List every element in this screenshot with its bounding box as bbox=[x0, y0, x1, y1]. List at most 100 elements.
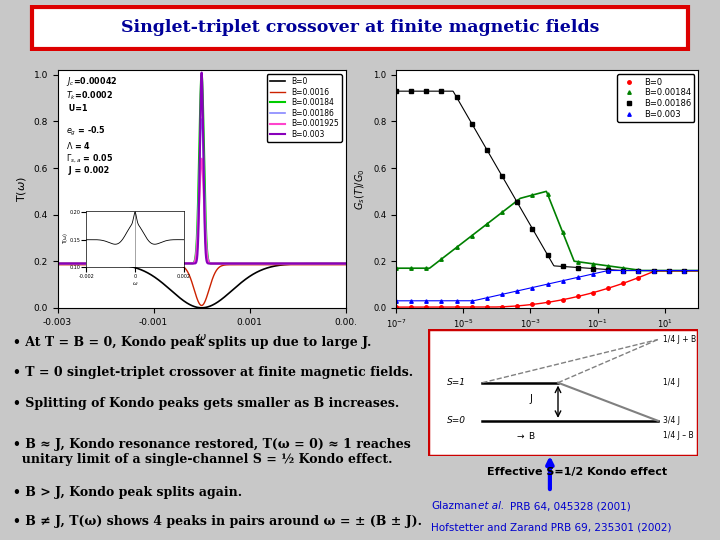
Text: Singlet-triplet crossover at finite magnetic fields: Singlet-triplet crossover at finite magn… bbox=[121, 19, 599, 36]
Text: J: J bbox=[530, 394, 532, 404]
B=0.0016 bbox=[176, 262, 185, 269]
B=0.00184 bbox=[558, 229, 567, 235]
B=0.00184 bbox=[498, 209, 506, 215]
B=0.00186 bbox=[619, 267, 628, 274]
B=0.003 bbox=[649, 267, 658, 274]
B=0 bbox=[604, 285, 613, 292]
B=0.0016 bbox=[333, 261, 341, 268]
B=0 bbox=[422, 304, 431, 310]
B=0.001925 bbox=[190, 259, 199, 266]
Y-axis label: $G_s(T)/G_0$: $G_s(T)/G_0$ bbox=[354, 168, 367, 210]
B=0.00184 bbox=[467, 233, 476, 239]
B=0.00184 bbox=[341, 260, 350, 267]
B=0.00186 bbox=[392, 88, 400, 94]
B=0.00184 bbox=[333, 260, 341, 267]
Text: $J_c$=0.00042
$T_k$=0.0002
 U=1

$e_g$ = -0.5
$\Lambda$ = 4
$\Gamma_{s,a}$ = 0.0: $J_c$=0.00042 $T_k$=0.0002 U=1 $e_g$ = -… bbox=[66, 75, 117, 175]
B=0.003 bbox=[53, 260, 62, 267]
B=0.003 bbox=[513, 288, 521, 294]
Line: B=0.00186: B=0.00186 bbox=[58, 119, 346, 264]
B=0.003 bbox=[498, 291, 506, 298]
B=0.00184 bbox=[452, 244, 461, 251]
FancyBboxPatch shape bbox=[428, 329, 698, 456]
Text: S=0: S=0 bbox=[447, 416, 467, 426]
B=0.00184 bbox=[589, 261, 598, 267]
B=0 bbox=[174, 294, 183, 300]
B=0.001925 bbox=[318, 260, 327, 267]
B=0.00186 bbox=[190, 259, 199, 265]
B=0.00184 bbox=[665, 267, 673, 274]
B=0.001925 bbox=[53, 260, 62, 267]
B=0.00186 bbox=[543, 252, 552, 258]
B=0.00184 bbox=[680, 267, 688, 274]
B=0.003 bbox=[665, 267, 673, 274]
X-axis label: T: T bbox=[544, 335, 551, 346]
B=0.00186 bbox=[437, 88, 446, 94]
B=0 bbox=[558, 296, 567, 303]
B=0.00184 bbox=[543, 191, 552, 197]
B=0.00184 bbox=[53, 260, 62, 267]
B=0 bbox=[176, 295, 185, 302]
B=0 bbox=[53, 260, 62, 267]
B=0.00184 bbox=[197, 72, 206, 78]
B=0 bbox=[574, 293, 582, 300]
B=0 bbox=[467, 304, 476, 310]
B=0.00186 bbox=[482, 146, 491, 153]
B=0 bbox=[318, 260, 327, 267]
Text: 1/4 J + B: 1/4 J + B bbox=[663, 335, 696, 344]
B=0.00186 bbox=[318, 260, 327, 267]
B=0.00186 bbox=[589, 265, 598, 272]
B=0.00186 bbox=[176, 260, 185, 267]
B=0.0016 bbox=[197, 302, 206, 309]
B=0.003 bbox=[437, 298, 446, 304]
Text: $\rightarrow$ B: $\rightarrow$ B bbox=[515, 430, 536, 442]
Text: 1/4 J: 1/4 J bbox=[663, 378, 680, 387]
B=0.0016 bbox=[318, 261, 327, 268]
B=0.003 bbox=[634, 267, 643, 274]
B=0.00186 bbox=[665, 267, 673, 274]
B=0.003 bbox=[407, 298, 415, 304]
B=0.003 bbox=[174, 260, 183, 267]
B=0 bbox=[543, 299, 552, 306]
Text: • B ≠ J, T(ω) shows 4 peaks in pairs around ω = ± (B ± J).: • B ≠ J, T(ω) shows 4 peaks in pairs aro… bbox=[14, 515, 423, 528]
B=0 bbox=[333, 260, 341, 267]
B=0 bbox=[680, 268, 688, 274]
B=0.00184 bbox=[482, 221, 491, 227]
FancyBboxPatch shape bbox=[32, 7, 688, 50]
B=0.001925 bbox=[176, 260, 185, 267]
B=0.003 bbox=[680, 267, 688, 274]
Line: B=0: B=0 bbox=[395, 269, 685, 309]
B=0.00186 bbox=[513, 199, 521, 206]
B=0.003 bbox=[341, 260, 350, 267]
B=0.00186 bbox=[498, 173, 506, 179]
B=0 bbox=[649, 268, 658, 275]
B=0.00186 bbox=[53, 260, 62, 267]
B=0.00184 bbox=[528, 192, 536, 198]
Line: B=0.00186: B=0.00186 bbox=[395, 90, 685, 272]
B=0.003 bbox=[558, 278, 567, 284]
B=0.003 bbox=[467, 298, 476, 304]
B=0.00184 bbox=[619, 265, 628, 271]
B=0.00184 bbox=[176, 260, 185, 267]
Line: B=0.003: B=0.003 bbox=[58, 72, 346, 264]
B=0 bbox=[589, 289, 598, 296]
Text: 3/4 J: 3/4 J bbox=[663, 416, 680, 426]
Legend: B=0, B=0.00184, B=0.00186, B=0.003: B=0, B=0.00184, B=0.00186, B=0.003 bbox=[617, 75, 694, 122]
B=0.00186 bbox=[528, 225, 536, 232]
B=0.0016 bbox=[53, 261, 62, 268]
Text: • B ≈ J, Kondo resonance restored, T(ω = 0) ≈ 1 reaches
  unitary limit of a sin: • B ≈ J, Kondo resonance restored, T(ω =… bbox=[14, 438, 411, 467]
B=0.00186 bbox=[680, 267, 688, 274]
B=0 bbox=[452, 304, 461, 310]
B=0.001925 bbox=[333, 260, 341, 267]
Text: 1/4 J – B: 1/4 J – B bbox=[663, 431, 694, 441]
B=0.003 bbox=[543, 281, 552, 287]
B=0.001925 bbox=[174, 260, 183, 267]
B=0.003 bbox=[589, 271, 598, 277]
B=0.00186 bbox=[341, 260, 350, 267]
B=0.00186 bbox=[574, 264, 582, 271]
Line: B=0.00184: B=0.00184 bbox=[395, 192, 685, 272]
B=0.001925 bbox=[263, 260, 271, 267]
Line: B=0.003: B=0.003 bbox=[395, 269, 685, 302]
Y-axis label: T(ω): T(ω) bbox=[63, 233, 68, 245]
B=0.0016 bbox=[341, 261, 350, 268]
B=0.00184 bbox=[634, 267, 643, 273]
